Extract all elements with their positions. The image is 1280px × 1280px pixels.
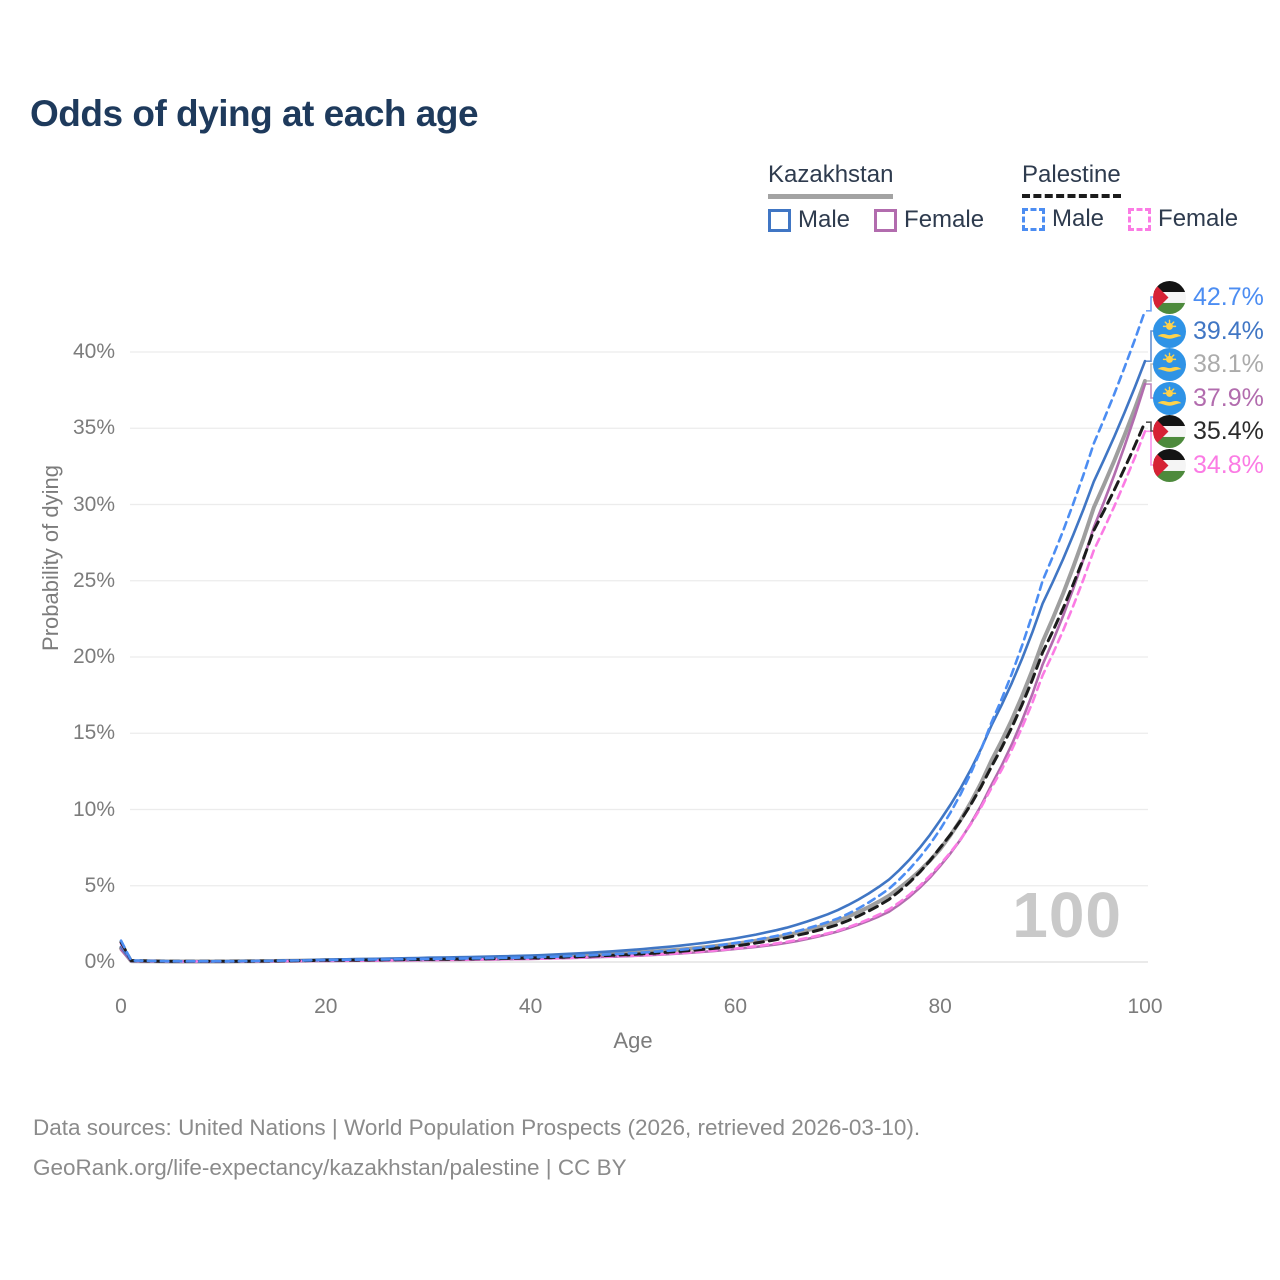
y-tick-label: 20% bbox=[72, 645, 115, 668]
series-line-palestine-male bbox=[119, 309, 1147, 963]
leader-line-kazakhstan-male bbox=[1146, 330, 1154, 362]
y-tick-label: 25% bbox=[72, 568, 115, 592]
leader-line-palestine-male bbox=[1146, 296, 1154, 312]
legend-country-kazakhstan[interactable]: Kazakhstan bbox=[768, 161, 894, 199]
legend-country-palestine[interactable]: Palestine bbox=[1022, 161, 1121, 198]
palestine-flag-icon bbox=[1153, 414, 1186, 448]
legend-item-palestine-male[interactable]: Male bbox=[1022, 205, 1104, 233]
leader-line-kazakhstan-female bbox=[1146, 383, 1154, 399]
leader-line-palestine-both bbox=[1146, 421, 1154, 432]
end-label-palestine-male: 42.7% bbox=[1153, 280, 1264, 314]
legend-item-label: Female bbox=[1158, 205, 1239, 232]
x-tick-label: 40 bbox=[518, 995, 543, 1018]
page-title: Odds of dying at each age bbox=[30, 93, 479, 134]
x-tick-label: 100 bbox=[1127, 995, 1163, 1018]
kazakhstan-flag-icon bbox=[1153, 347, 1186, 381]
legend-item-palestine-female[interactable]: Female bbox=[1128, 205, 1238, 233]
legend-swatch-icon bbox=[874, 208, 898, 232]
y-tick-label: 35% bbox=[72, 416, 115, 440]
end-label-kazakhstan-both: 38.1% bbox=[1153, 347, 1264, 381]
age-watermark: 100 bbox=[1012, 879, 1122, 951]
legend-group-kazakhstan: Kazakhstan Male Female bbox=[768, 161, 984, 234]
x-tick-label: 60 bbox=[723, 995, 748, 1018]
end-value-kazakhstan-male: 39.4% bbox=[1193, 316, 1264, 345]
legend-item-label: Male bbox=[1052, 205, 1105, 232]
y-tick-label: 5% bbox=[84, 873, 115, 897]
x-tick-label: 0 bbox=[115, 995, 127, 1018]
end-value-palestine-both: 35.4% bbox=[1193, 416, 1264, 445]
legend-group-palestine: Palestine Male Female bbox=[1022, 161, 1238, 233]
data-source-note: Data sources: United Nations | World Pop… bbox=[33, 1115, 921, 1140]
y-tick-label: 15% bbox=[72, 721, 115, 745]
x-axis-title: Age bbox=[613, 1028, 653, 1053]
leader-line-palestine-female bbox=[1146, 430, 1154, 466]
end-label-kazakhstan-female: 37.9% bbox=[1153, 381, 1264, 415]
series-line-kazakhstan-both bbox=[119, 379, 1147, 964]
legend: Kazakhstan Male Female Palestine Male Female bbox=[0, 161, 1280, 241]
y-tick-label: 10% bbox=[72, 797, 115, 821]
end-value-kazakhstan-both: 38.1% bbox=[1193, 349, 1264, 378]
end-value-palestine-female: 34.8% bbox=[1193, 450, 1264, 479]
legend-item-label: Male bbox=[798, 206, 851, 233]
legend-swatch-icon bbox=[1128, 207, 1152, 231]
series-line-kazakhstan-female bbox=[119, 382, 1147, 963]
kazakhstan-flag-icon bbox=[1153, 314, 1186, 348]
footer: Data sources: United Nations | World Pop… bbox=[33, 1108, 920, 1188]
series-line-palestine-both bbox=[119, 420, 1147, 963]
palestine-flag-icon bbox=[1153, 280, 1186, 314]
leader-line-kazakhstan-both bbox=[1146, 363, 1154, 382]
legend-swatch-icon bbox=[1022, 207, 1045, 231]
legend-swatch-icon bbox=[768, 208, 791, 232]
palestine-flag-icon bbox=[1153, 448, 1186, 482]
end-label-palestine-both: 35.4% bbox=[1153, 414, 1264, 448]
legend-item-kazakhstan-female[interactable]: Female bbox=[874, 206, 984, 234]
end-value-palestine-male: 42.7% bbox=[1193, 282, 1264, 311]
y-tick-label: 30% bbox=[72, 492, 115, 516]
y-tick-label: 0% bbox=[84, 950, 115, 973]
x-tick-label: 20 bbox=[314, 995, 338, 1018]
end-label-palestine-female: 34.8% bbox=[1153, 448, 1264, 482]
legend-item-label: Female bbox=[904, 206, 985, 233]
y-tick-label: 40% bbox=[72, 340, 115, 363]
kazakhstan-flag-icon bbox=[1153, 381, 1186, 415]
end-value-kazakhstan-female: 37.9% bbox=[1193, 383, 1264, 412]
series-line-kazakhstan-male bbox=[119, 359, 1147, 963]
attribution-note: GeoRank.org/life-expectancy/kazakhstan/p… bbox=[33, 1155, 627, 1180]
end-label-kazakhstan-male: 39.4% bbox=[1153, 314, 1264, 348]
legend-item-kazakhstan-male[interactable]: Male bbox=[768, 206, 850, 234]
x-tick-label: 80 bbox=[928, 995, 952, 1018]
series-line-palestine-female bbox=[119, 430, 1147, 963]
